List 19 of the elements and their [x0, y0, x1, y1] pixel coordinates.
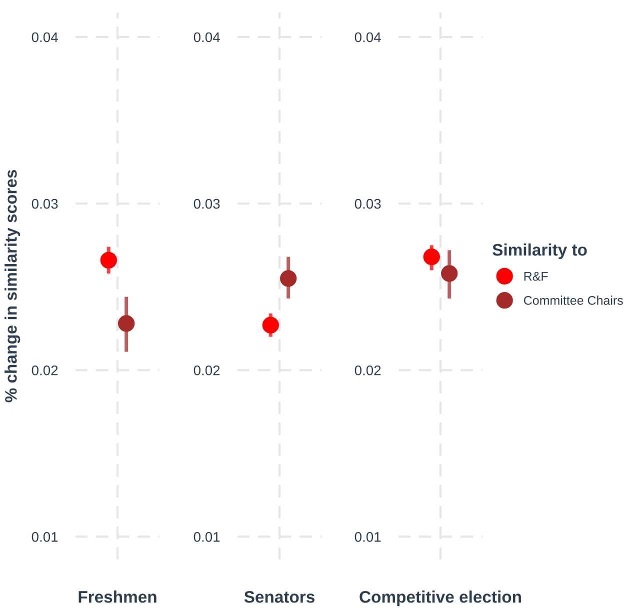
y-tick-label: 0.03	[194, 198, 220, 209]
y-axis-title: % change in similarity scores	[4, 170, 20, 402]
y-tick-label: 0.01	[194, 532, 220, 542]
x-tick-label: Competitive election	[360, 590, 521, 606]
y-tick-label: 0.02	[194, 365, 220, 376]
x-tick-label: Freshmen	[78, 590, 156, 603]
y-tick-label: 0.04	[32, 32, 58, 42]
x-tick-label: Senators	[244, 590, 314, 603]
y-tick-label: 0.03	[32, 198, 58, 209]
legend-label: R&F	[524, 272, 548, 281]
y-tick-label: 0.04	[194, 32, 220, 42]
legend-label: Committee Chairs	[524, 296, 623, 305]
y-tick-label: 0.01	[354, 532, 381, 542]
y-tick-label: 0.04	[354, 32, 381, 42]
y-tick-label: 0.02	[354, 365, 381, 376]
legend-title: Similarity to	[492, 243, 587, 260]
y-tick-label: 0.03	[354, 198, 381, 209]
y-tick-label: 0.02	[32, 365, 58, 376]
y-tick-label: 0.01	[32, 532, 58, 542]
